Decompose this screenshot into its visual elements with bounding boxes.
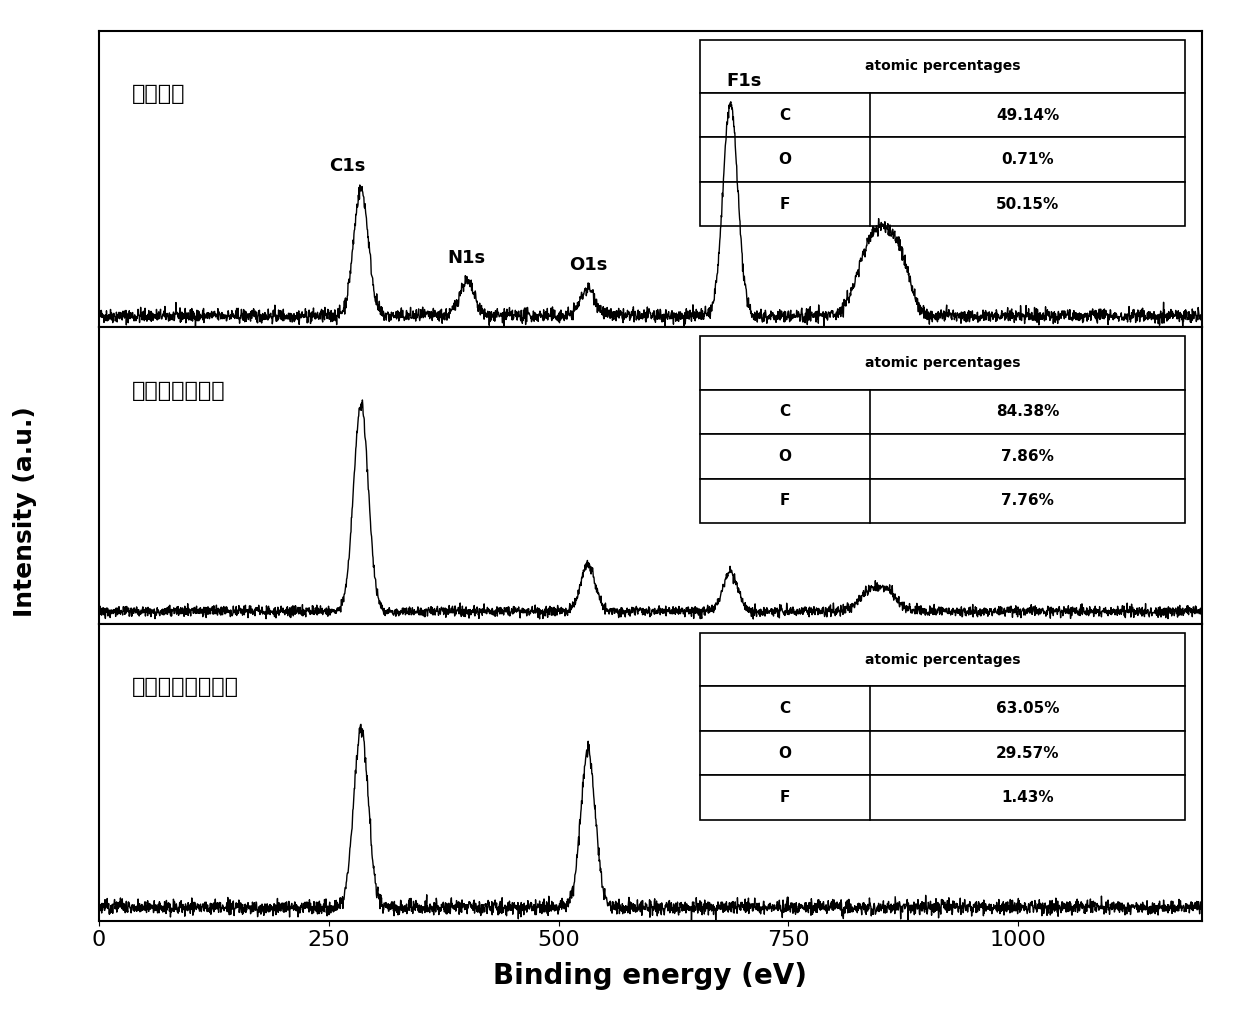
Text: C: C <box>779 404 790 419</box>
FancyBboxPatch shape <box>700 93 1186 137</box>
FancyBboxPatch shape <box>700 40 1186 93</box>
Text: C1s: C1s <box>330 158 366 175</box>
FancyBboxPatch shape <box>700 730 1186 775</box>
FancyBboxPatch shape <box>700 686 1186 730</box>
Text: O: O <box>778 746 792 760</box>
Text: C: C <box>779 107 790 123</box>
Text: 含氟石墨烯量子点: 含氟石墨烯量子点 <box>133 677 239 698</box>
Text: O1s: O1s <box>569 257 607 274</box>
Text: atomic percentages: atomic percentages <box>865 356 1021 370</box>
Text: F1s: F1s <box>726 72 762 90</box>
Text: N1s: N1s <box>447 250 486 267</box>
Text: 氧化含氟石墨烯: 氧化含氟石墨烯 <box>133 381 225 401</box>
Text: atomic percentages: atomic percentages <box>865 653 1021 667</box>
Text: F: F <box>779 196 790 212</box>
FancyBboxPatch shape <box>700 775 1186 819</box>
Text: F: F <box>779 493 790 508</box>
Text: O: O <box>778 152 792 167</box>
Text: 84.38%: 84.38% <box>996 404 1059 419</box>
FancyBboxPatch shape <box>700 182 1186 226</box>
Text: 7.86%: 7.86% <box>1001 449 1054 463</box>
Text: Intensity (a.u.): Intensity (a.u.) <box>12 406 37 617</box>
Text: C: C <box>779 701 790 716</box>
Text: 63.05%: 63.05% <box>996 701 1059 716</box>
Text: 49.14%: 49.14% <box>996 107 1059 123</box>
Text: 50.15%: 50.15% <box>996 196 1059 212</box>
FancyBboxPatch shape <box>700 434 1186 479</box>
Text: F: F <box>779 790 790 805</box>
Text: O: O <box>778 449 792 463</box>
FancyBboxPatch shape <box>700 479 1186 523</box>
Text: 7.76%: 7.76% <box>1001 493 1054 508</box>
FancyBboxPatch shape <box>700 633 1186 686</box>
Text: 29.57%: 29.57% <box>996 746 1059 760</box>
FancyBboxPatch shape <box>700 390 1186 434</box>
Text: 1.43%: 1.43% <box>1001 790 1054 805</box>
Text: 氟化石墨: 氟化石墨 <box>133 84 186 104</box>
Text: 0.71%: 0.71% <box>1001 152 1054 167</box>
FancyBboxPatch shape <box>700 337 1186 390</box>
Text: atomic percentages: atomic percentages <box>865 59 1021 74</box>
FancyBboxPatch shape <box>700 137 1186 182</box>
X-axis label: Binding energy (eV): Binding energy (eV) <box>493 962 808 989</box>
